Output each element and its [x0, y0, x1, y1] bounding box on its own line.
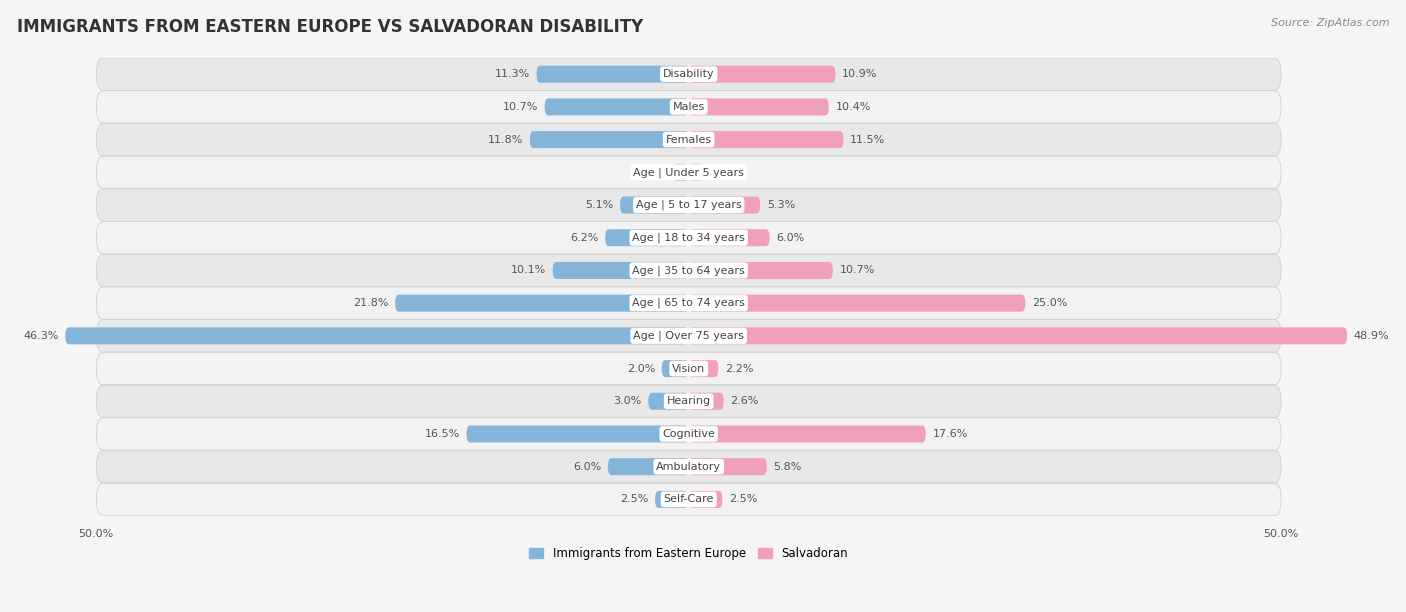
Text: 2.2%: 2.2% [725, 364, 754, 373]
FancyBboxPatch shape [689, 491, 723, 508]
FancyBboxPatch shape [96, 385, 1281, 417]
Legend: Immigrants from Eastern Europe, Salvadoran: Immigrants from Eastern Europe, Salvador… [524, 542, 853, 565]
FancyBboxPatch shape [96, 254, 1281, 286]
Text: Age | Over 75 years: Age | Over 75 years [633, 330, 744, 341]
Text: Disability: Disability [662, 69, 714, 79]
FancyBboxPatch shape [96, 353, 1281, 385]
FancyBboxPatch shape [689, 230, 769, 246]
Text: 25.0%: 25.0% [1032, 298, 1067, 308]
Text: Age | 65 to 74 years: Age | 65 to 74 years [633, 298, 745, 308]
FancyBboxPatch shape [672, 164, 689, 181]
FancyBboxPatch shape [689, 262, 832, 279]
FancyBboxPatch shape [648, 393, 689, 410]
Text: 5.8%: 5.8% [773, 461, 801, 472]
Text: 1.2%: 1.2% [637, 167, 666, 177]
FancyBboxPatch shape [96, 418, 1281, 450]
FancyBboxPatch shape [96, 58, 1281, 91]
Text: 16.5%: 16.5% [425, 429, 460, 439]
FancyBboxPatch shape [607, 458, 689, 475]
Text: 2.5%: 2.5% [620, 494, 648, 504]
FancyBboxPatch shape [537, 65, 689, 83]
Text: 17.6%: 17.6% [932, 429, 967, 439]
FancyBboxPatch shape [662, 360, 689, 377]
FancyBboxPatch shape [530, 131, 689, 148]
FancyBboxPatch shape [96, 287, 1281, 319]
Text: Age | Under 5 years: Age | Under 5 years [633, 167, 744, 177]
Text: Males: Males [672, 102, 704, 112]
FancyBboxPatch shape [689, 425, 925, 442]
FancyBboxPatch shape [689, 196, 761, 214]
FancyBboxPatch shape [655, 491, 689, 508]
FancyBboxPatch shape [544, 99, 689, 116]
Text: 48.9%: 48.9% [1354, 331, 1389, 341]
Text: 11.3%: 11.3% [495, 69, 530, 79]
Text: 50.0%: 50.0% [1264, 529, 1299, 539]
Text: Hearing: Hearing [666, 397, 711, 406]
FancyBboxPatch shape [96, 450, 1281, 483]
Text: IMMIGRANTS FROM EASTERN EUROPE VS SALVADORAN DISABILITY: IMMIGRANTS FROM EASTERN EUROPE VS SALVAD… [17, 18, 643, 36]
FancyBboxPatch shape [96, 483, 1281, 515]
FancyBboxPatch shape [96, 91, 1281, 123]
FancyBboxPatch shape [689, 65, 835, 83]
Text: Cognitive: Cognitive [662, 429, 716, 439]
Text: 10.7%: 10.7% [502, 102, 538, 112]
FancyBboxPatch shape [689, 393, 724, 410]
Text: 2.5%: 2.5% [730, 494, 758, 504]
Text: 5.1%: 5.1% [585, 200, 613, 210]
Text: 21.8%: 21.8% [353, 298, 388, 308]
FancyBboxPatch shape [689, 327, 1347, 345]
Text: 3.0%: 3.0% [613, 397, 641, 406]
FancyBboxPatch shape [689, 99, 828, 116]
Text: 2.0%: 2.0% [627, 364, 655, 373]
Text: Age | 35 to 64 years: Age | 35 to 64 years [633, 265, 745, 275]
Text: 10.9%: 10.9% [842, 69, 877, 79]
Text: 46.3%: 46.3% [24, 331, 59, 341]
FancyBboxPatch shape [605, 230, 689, 246]
Text: 6.0%: 6.0% [572, 461, 602, 472]
Text: Age | 5 to 17 years: Age | 5 to 17 years [636, 200, 741, 211]
Text: 11.5%: 11.5% [851, 135, 886, 144]
Text: 2.6%: 2.6% [731, 397, 759, 406]
FancyBboxPatch shape [689, 131, 844, 148]
FancyBboxPatch shape [65, 327, 689, 345]
FancyBboxPatch shape [620, 196, 689, 214]
FancyBboxPatch shape [689, 164, 703, 181]
Text: Vision: Vision [672, 364, 706, 373]
Text: Ambulatory: Ambulatory [657, 461, 721, 472]
Text: Age | 18 to 34 years: Age | 18 to 34 years [633, 233, 745, 243]
Text: Females: Females [665, 135, 711, 144]
FancyBboxPatch shape [96, 222, 1281, 254]
Text: 50.0%: 50.0% [79, 529, 114, 539]
Text: 10.4%: 10.4% [835, 102, 870, 112]
Text: 10.1%: 10.1% [510, 266, 546, 275]
Text: 6.0%: 6.0% [776, 233, 804, 243]
Text: 11.8%: 11.8% [488, 135, 523, 144]
FancyBboxPatch shape [96, 189, 1281, 221]
Text: 10.7%: 10.7% [839, 266, 875, 275]
FancyBboxPatch shape [689, 294, 1025, 312]
FancyBboxPatch shape [689, 458, 766, 475]
FancyBboxPatch shape [467, 425, 689, 442]
Text: 6.2%: 6.2% [569, 233, 599, 243]
FancyBboxPatch shape [96, 124, 1281, 156]
Text: 5.3%: 5.3% [766, 200, 794, 210]
Text: Self-Care: Self-Care [664, 494, 714, 504]
Text: Source: ZipAtlas.com: Source: ZipAtlas.com [1271, 18, 1389, 28]
FancyBboxPatch shape [689, 360, 718, 377]
Text: 1.1%: 1.1% [710, 167, 738, 177]
FancyBboxPatch shape [395, 294, 689, 312]
FancyBboxPatch shape [96, 319, 1281, 352]
FancyBboxPatch shape [553, 262, 689, 279]
FancyBboxPatch shape [96, 156, 1281, 188]
